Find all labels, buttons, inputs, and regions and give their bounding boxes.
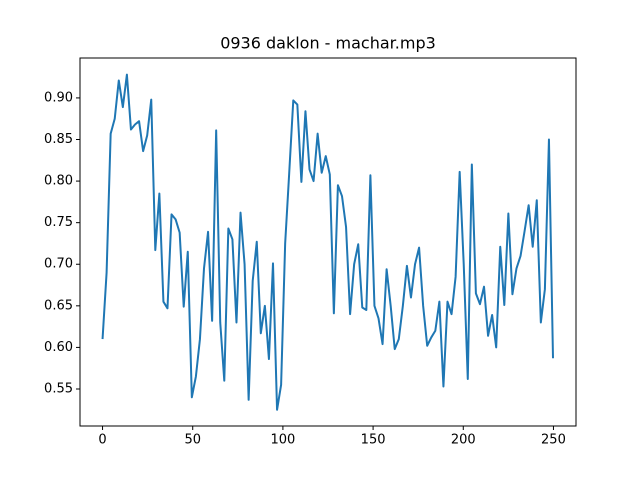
x-tick-label: 50	[184, 433, 201, 448]
x-tick-label: 200	[451, 433, 476, 448]
data-line	[101, 73, 554, 411]
plot-frame	[79, 57, 577, 427]
y-tick-label: 0.75	[44, 215, 73, 230]
x-tick-label: 0	[98, 433, 106, 448]
y-tick-label: 0.70	[44, 257, 73, 272]
y-tick-label: 0.55	[44, 381, 73, 396]
x-tick-label: 250	[541, 433, 566, 448]
chart-title: 0936 daklon - machar.mp3	[220, 34, 436, 53]
y-tick-label: 0.85	[44, 132, 73, 147]
x-tick-label: 100	[270, 433, 295, 448]
y-tick-label: 0.65	[44, 298, 73, 313]
y-tick-label: 0.80	[44, 174, 73, 189]
y-tick-label: 0.90	[44, 90, 73, 105]
x-tick-label: 150	[361, 433, 386, 448]
y-tick-label: 0.60	[44, 340, 73, 355]
